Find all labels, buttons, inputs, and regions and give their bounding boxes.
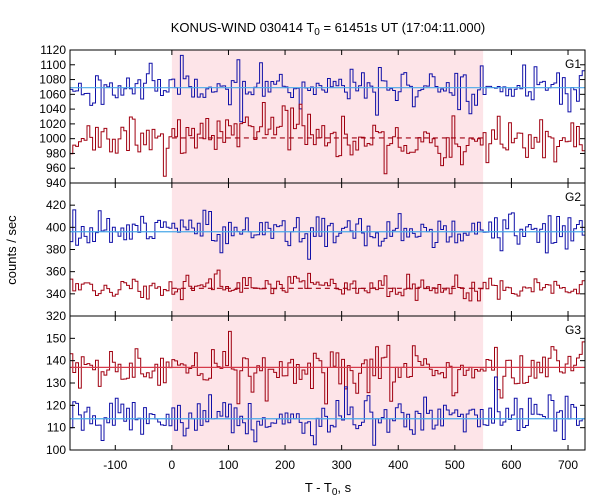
panel-label-g2: G2 bbox=[565, 190, 581, 204]
y-tick-label: 130 bbox=[46, 376, 66, 390]
y-tick-label: 1040 bbox=[39, 102, 66, 116]
series-line-p1-2 bbox=[70, 102, 585, 177]
x-tick-label: 200 bbox=[275, 458, 295, 472]
x-tick-label: 0 bbox=[169, 458, 176, 472]
y-tick-label: 1020 bbox=[39, 117, 66, 131]
y-tick-label: 960 bbox=[46, 161, 66, 175]
y-tick-label: 320 bbox=[46, 309, 66, 323]
panel-label-g1: G1 bbox=[565, 57, 581, 71]
x-tick-label: -100 bbox=[103, 458, 127, 472]
x-axis-label: T - T0, s bbox=[305, 480, 352, 498]
series-line-p2-2 bbox=[70, 269, 585, 302]
series-line-p3-1 bbox=[70, 330, 585, 405]
series-line-p1-1 bbox=[70, 54, 585, 123]
y-tick-label: 100 bbox=[46, 443, 66, 457]
y-tick-label: 150 bbox=[46, 331, 66, 345]
y-axis-label: counts / sec bbox=[4, 215, 19, 285]
y-tick-label: 420 bbox=[46, 198, 66, 212]
y-tick-label: 1000 bbox=[39, 132, 66, 146]
x-tick-label: 100 bbox=[218, 458, 238, 472]
y-tick-label: 360 bbox=[46, 265, 66, 279]
y-tick-label: 1060 bbox=[39, 87, 66, 101]
y-tick-label: 980 bbox=[46, 146, 66, 160]
y-tick-label: 140 bbox=[46, 354, 66, 368]
x-tick-label: 400 bbox=[388, 458, 408, 472]
x-tick-label: 300 bbox=[332, 458, 352, 472]
y-tick-label: 340 bbox=[46, 287, 66, 301]
y-tick-label: 1100 bbox=[40, 58, 66, 72]
x-tick-label: 600 bbox=[501, 458, 521, 472]
y-tick-label: 1080 bbox=[39, 73, 66, 87]
y-tick-label: 120 bbox=[46, 398, 66, 412]
chart-title: KONUS-WIND 030414 T0 = 61451s UT (17:04:… bbox=[171, 20, 485, 38]
y-tick-label: 380 bbox=[46, 243, 66, 257]
y-tick-label: 110 bbox=[47, 421, 66, 435]
panel-label-g3: G3 bbox=[565, 323, 581, 337]
y-tick-label: 1120 bbox=[40, 43, 66, 57]
y-tick-label: 400 bbox=[46, 220, 66, 234]
x-tick-label: 700 bbox=[558, 458, 578, 472]
series-line-p2-1 bbox=[70, 209, 585, 260]
x-tick-label: 500 bbox=[445, 458, 465, 472]
y-tick-label: 940 bbox=[46, 176, 66, 190]
